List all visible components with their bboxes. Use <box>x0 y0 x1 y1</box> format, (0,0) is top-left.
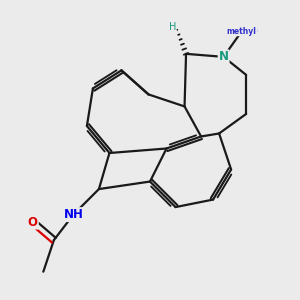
Text: N: N <box>219 50 229 63</box>
Text: methyl: methyl <box>231 27 252 32</box>
Text: O: O <box>28 216 38 229</box>
Text: methyl: methyl <box>227 27 256 36</box>
Text: methyl: methyl <box>243 29 258 33</box>
Text: H: H <box>169 22 176 32</box>
Text: NH: NH <box>63 208 83 221</box>
